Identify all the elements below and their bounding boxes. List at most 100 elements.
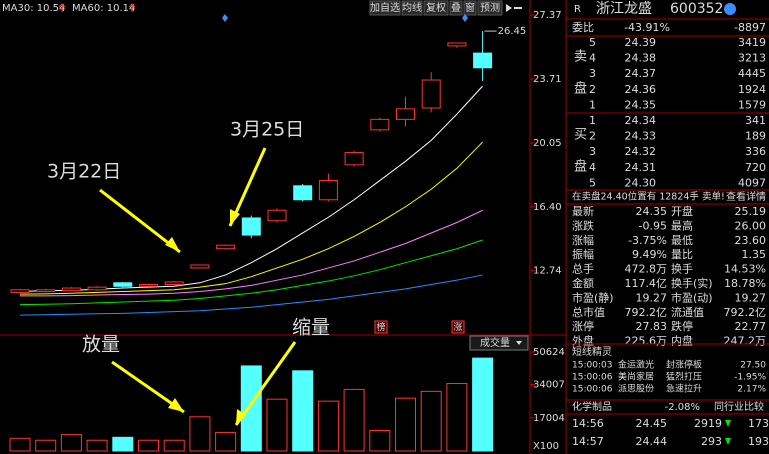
candle-body (241, 217, 261, 236)
down-arrow (725, 438, 731, 445)
level: 5 (589, 36, 596, 49)
candle-body (10, 289, 30, 293)
price: 24.36 (625, 83, 657, 96)
volume: 4097 (738, 176, 766, 189)
candle-body (164, 281, 184, 286)
level: 2 (589, 83, 596, 96)
marker-box (374, 320, 388, 334)
stat-value: 247.2万 (724, 335, 767, 348)
toolbar-label[interactable]: 窗 (465, 1, 475, 14)
logo-icon (724, 3, 736, 15)
toolbar-label[interactable]: 复权 (426, 1, 446, 14)
stat-label: 市盈(静) (572, 290, 614, 304)
annotation: 放量 (82, 334, 120, 356)
arrow-head (236, 409, 246, 425)
stat-value: 24.35 (636, 205, 668, 218)
side-label: 卖 (574, 50, 587, 65)
moving-average (19, 274, 483, 316)
volume-selector[interactable] (469, 335, 529, 351)
volume-selector-label[interactable]: 成交量 (480, 336, 510, 349)
stat-value: -3.75% (628, 234, 667, 247)
toolbar-button[interactable] (463, 0, 477, 16)
nav-icon[interactable] (506, 4, 522, 12)
annotation: 3月25日 (230, 119, 304, 141)
y-tick-label: 12.74 (533, 266, 562, 277)
candle-body (293, 185, 313, 201)
volume-bar (292, 370, 314, 452)
volume-bar (112, 436, 134, 452)
toolbar-button[interactable] (401, 0, 423, 16)
sprite-stock: 美尚家居 (618, 371, 654, 383)
price: 24.34 (625, 114, 657, 127)
toolbar-button[interactable] (477, 0, 503, 16)
candle-body (267, 209, 287, 222)
arrow-head (168, 398, 184, 412)
volume-bar (86, 439, 108, 452)
price: 24.35 (625, 98, 657, 111)
volume-bar (215, 431, 237, 452)
sprite-event: 封涨停板 (666, 359, 702, 371)
weibi-diff: -8897 (734, 21, 766, 34)
y-tick-label: 23.71 (533, 74, 562, 85)
sprite-value: 2.17% (737, 385, 766, 395)
volume: 1924 (738, 83, 766, 96)
volume-bar (189, 416, 211, 452)
y-tick-label: 50624 (533, 347, 565, 358)
annotation: 3月22日 (47, 161, 121, 183)
toolbar-label[interactable]: 加自选 (370, 1, 400, 14)
volume: 3419 (738, 36, 766, 49)
candle-body (344, 152, 364, 166)
tick-count: 193 (748, 435, 769, 448)
tick-price: 24.45 (636, 417, 668, 430)
dropdown-arrow[interactable] (516, 341, 522, 345)
volume-bar (343, 388, 365, 452)
volume-bar (395, 397, 416, 452)
toolbar-label[interactable]: 叠 (451, 2, 461, 14)
marker-diamond (222, 14, 228, 22)
stat-label: 涨停 (572, 319, 594, 333)
candle-body (370, 118, 390, 131)
toolbar-button[interactable] (369, 0, 401, 16)
up-arrow (128, 3, 136, 12)
volume-bar (472, 357, 494, 452)
detail-link[interactable]: 查看详情 (726, 190, 766, 203)
ma-label: MA30: 10.54 (2, 3, 65, 14)
industry-change: -2.08% (665, 402, 700, 413)
stat-label: 市盈(动) (671, 290, 713, 304)
sprite-value: 27.50 (740, 361, 766, 371)
volume-bar (138, 439, 159, 452)
toolbar-label[interactable]: 均线 (402, 1, 422, 14)
stat-label: 最低 (671, 234, 693, 247)
level: 3 (589, 145, 596, 158)
side-label: 盘 (574, 81, 587, 97)
price: 24.39 (625, 36, 657, 49)
annotation-arrow (99, 188, 181, 254)
price: 24.33 (625, 130, 657, 143)
stat-label: 金额 (572, 276, 594, 290)
tick-volume: 2919 (694, 417, 722, 430)
volume-bar (420, 390, 442, 452)
candle-body (318, 180, 338, 201)
stat-value: 14.53% (724, 263, 766, 276)
industry-compare[interactable]: 同行业比较 (714, 400, 764, 413)
arrow-head (230, 209, 240, 226)
price: 24.37 (625, 67, 657, 80)
toolbar-button[interactable] (449, 0, 463, 16)
stat-label: 最新 (572, 204, 594, 218)
stat-value: 18.78% (724, 277, 766, 290)
ma-label: MA60: 10.14 (72, 3, 135, 14)
sprite-stock: 金运激光 (618, 359, 654, 371)
level: 5 (589, 176, 596, 189)
stat-value: 1.35 (742, 248, 767, 261)
stat-label: 涨幅 (572, 234, 594, 247)
volume-bar (446, 383, 468, 452)
annotation: 缩量 (292, 317, 330, 339)
sprite-event: 猛烈打压 (666, 371, 702, 383)
stock-code: 600352 (670, 1, 723, 17)
toolbar-label[interactable]: 预测 (480, 1, 500, 14)
y-tick-label: 17004 (533, 413, 565, 424)
toolbar-button[interactable] (423, 0, 449, 16)
level: 3 (589, 67, 596, 80)
stat-value: 117.4亿 (625, 277, 668, 290)
